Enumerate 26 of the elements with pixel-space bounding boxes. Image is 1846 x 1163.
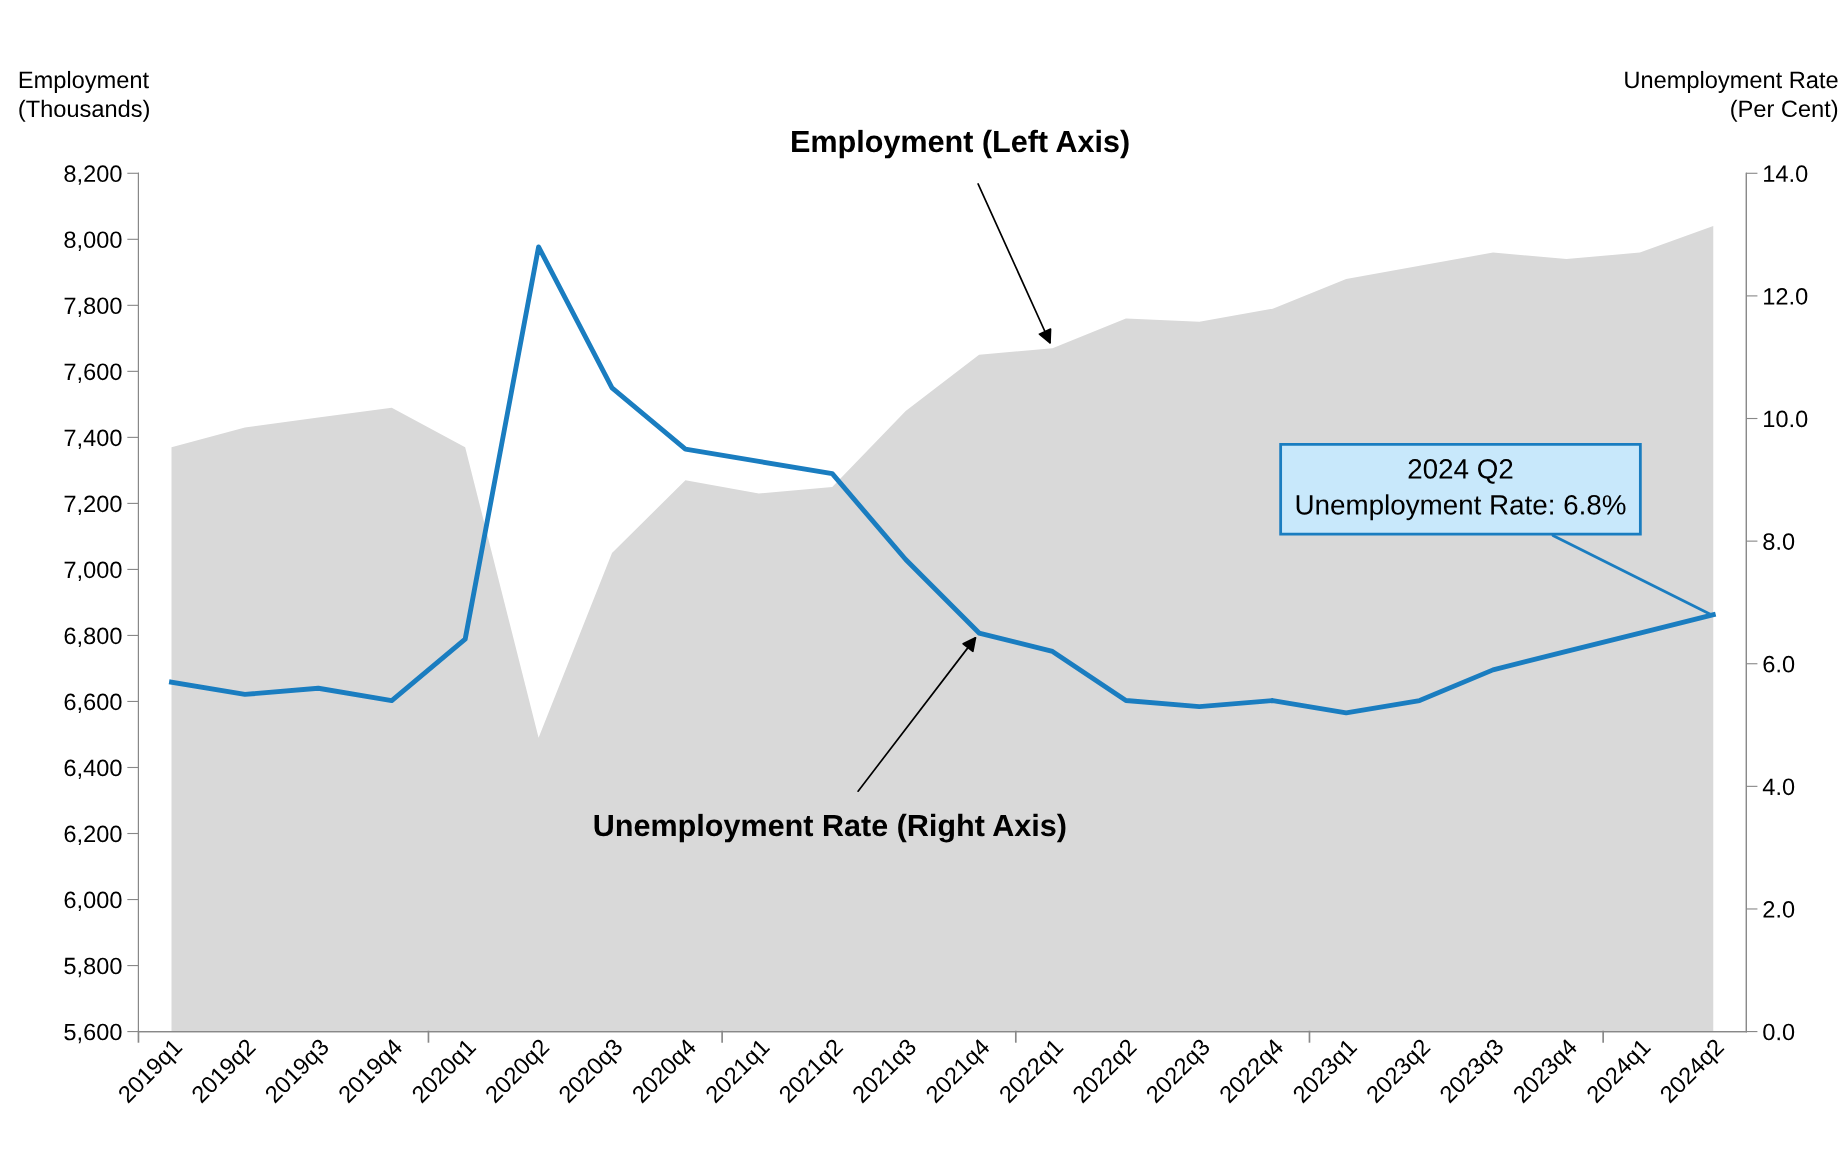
- y2-tick-label: 10.0: [1764, 410, 1808, 428]
- y-tick-label: 7,400: [64, 429, 122, 449]
- y-tick-label: 7,800: [64, 297, 122, 317]
- y-tick-label: 8,000: [64, 231, 122, 251]
- y2-tick-label: 4.0: [1762, 778, 1795, 796]
- y-tick-label: 6,600: [64, 693, 122, 714]
- text: Unemployment Rate (Right Axis): [594, 813, 1066, 843]
- annotation: 2024 Q2 Unemployment Rate: 6.8%: [1296, 459, 1626, 521]
- y-tick-label: 6,400: [64, 759, 122, 780]
- y-tick-label: 7,600: [64, 363, 122, 383]
- y2-tick-label: 14.0: [1764, 165, 1808, 183]
- y-tick-label: 5,800: [64, 957, 122, 978]
- y-tick-label: 6,200: [64, 825, 122, 846]
- y2-tick-label: 6.0: [1763, 655, 1795, 673]
- y-tick-label: 6,800: [64, 627, 122, 648]
- y-axis-title: Employment (Thousands): [19, 70, 149, 122]
- y2-tick-label: 2.0: [1763, 901, 1795, 918]
- y-tick-label: 6,000: [64, 891, 122, 912]
- y2-tick-label: 8.0: [1763, 533, 1795, 550]
- y2-axis-title: Unemployment Rate (Per Cent): [1625, 70, 1838, 122]
- y2-tick-label: 0.0: [1763, 1023, 1795, 1041]
- text: Employment (Left Axis): [792, 129, 1129, 159]
- y-tick-label: 8,200: [64, 165, 122, 185]
- y-tick-label: 7,200: [64, 495, 122, 515]
- y2-tick-label: 12.0: [1764, 287, 1808, 305]
- y-tick-label: 7,000: [64, 561, 122, 581]
